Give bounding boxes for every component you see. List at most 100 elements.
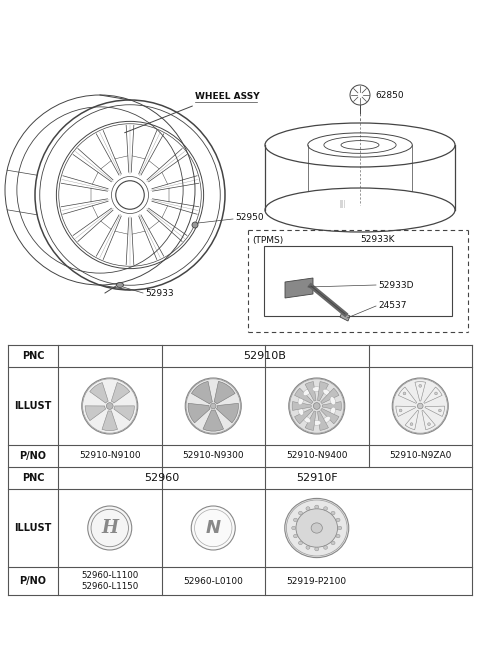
Polygon shape <box>295 388 313 403</box>
Polygon shape <box>292 401 311 411</box>
Text: H: H <box>101 519 118 537</box>
Ellipse shape <box>298 407 303 415</box>
Polygon shape <box>216 403 239 423</box>
Polygon shape <box>305 382 316 401</box>
Ellipse shape <box>331 541 335 545</box>
Text: N: N <box>206 519 221 537</box>
Text: 52910-N9300: 52910-N9300 <box>182 451 244 461</box>
Polygon shape <box>422 410 435 430</box>
Text: 52933D: 52933D <box>378 281 413 290</box>
Polygon shape <box>285 278 313 298</box>
Ellipse shape <box>336 518 340 522</box>
Ellipse shape <box>312 387 321 392</box>
Text: IIII: IIII <box>339 200 345 204</box>
Ellipse shape <box>323 417 330 423</box>
Text: 52910-N9400: 52910-N9400 <box>286 451 348 461</box>
Polygon shape <box>111 382 130 403</box>
Text: 24537: 24537 <box>378 302 407 311</box>
Text: ILLUST: ILLUST <box>14 523 52 533</box>
Text: PNC: PNC <box>22 351 44 361</box>
Ellipse shape <box>293 534 298 538</box>
Polygon shape <box>85 406 106 420</box>
Ellipse shape <box>331 511 335 515</box>
Polygon shape <box>102 411 118 430</box>
Ellipse shape <box>311 523 323 533</box>
Circle shape <box>107 403 113 409</box>
Circle shape <box>419 384 421 387</box>
Text: 52910F: 52910F <box>296 473 337 483</box>
Polygon shape <box>90 382 108 403</box>
Circle shape <box>399 409 402 412</box>
Text: WHEEL ASSY: WHEEL ASSY <box>195 92 260 101</box>
Circle shape <box>439 409 441 412</box>
Text: P/NO: P/NO <box>20 576 47 586</box>
Circle shape <box>210 403 216 409</box>
Ellipse shape <box>324 507 327 510</box>
Ellipse shape <box>315 505 319 509</box>
Polygon shape <box>424 387 442 403</box>
Polygon shape <box>398 387 417 403</box>
Text: 52933: 52933 <box>145 288 174 298</box>
Ellipse shape <box>312 420 321 425</box>
Ellipse shape <box>336 534 340 538</box>
Ellipse shape <box>324 546 327 549</box>
Circle shape <box>410 422 413 426</box>
Polygon shape <box>192 381 212 404</box>
Circle shape <box>313 403 320 409</box>
Circle shape <box>185 378 241 434</box>
Polygon shape <box>415 382 426 401</box>
Polygon shape <box>203 410 224 431</box>
Ellipse shape <box>298 397 303 405</box>
Polygon shape <box>295 409 313 424</box>
Ellipse shape <box>299 541 302 545</box>
Polygon shape <box>317 382 328 401</box>
Text: P/NO: P/NO <box>20 451 47 461</box>
Text: IIII: IIII <box>339 204 345 210</box>
Polygon shape <box>188 403 210 423</box>
Polygon shape <box>321 409 339 424</box>
Circle shape <box>392 378 448 434</box>
Ellipse shape <box>296 509 337 547</box>
Circle shape <box>418 403 423 409</box>
Ellipse shape <box>306 507 310 510</box>
Polygon shape <box>305 411 316 430</box>
Ellipse shape <box>117 283 123 288</box>
Text: ILLUST: ILLUST <box>14 401 52 411</box>
Ellipse shape <box>292 526 296 530</box>
Circle shape <box>88 506 132 550</box>
Circle shape <box>191 506 235 550</box>
Circle shape <box>403 392 406 395</box>
Circle shape <box>289 378 345 434</box>
Ellipse shape <box>293 518 298 522</box>
Text: 52960-L1100
52960-L1150: 52960-L1100 52960-L1150 <box>81 570 138 591</box>
Circle shape <box>82 378 138 434</box>
Text: 52950: 52950 <box>235 212 264 221</box>
Text: PNC: PNC <box>22 473 44 483</box>
Polygon shape <box>114 406 134 420</box>
Text: 52960: 52960 <box>144 473 179 483</box>
Text: 52919-P2100: 52919-P2100 <box>287 576 347 585</box>
Circle shape <box>428 422 431 426</box>
Ellipse shape <box>285 499 349 558</box>
Ellipse shape <box>306 546 310 549</box>
Ellipse shape <box>192 222 198 228</box>
Ellipse shape <box>330 397 336 405</box>
Text: 62850: 62850 <box>375 91 404 99</box>
Polygon shape <box>396 406 416 417</box>
Text: 52910B: 52910B <box>243 351 287 361</box>
Polygon shape <box>340 312 350 321</box>
Ellipse shape <box>330 407 336 415</box>
Circle shape <box>434 392 437 395</box>
Text: 52910-N9ZA0: 52910-N9ZA0 <box>389 451 451 461</box>
Ellipse shape <box>315 547 319 551</box>
Ellipse shape <box>299 511 302 515</box>
Ellipse shape <box>323 389 330 396</box>
Text: 52910-N9100: 52910-N9100 <box>79 451 141 461</box>
Text: (TPMS): (TPMS) <box>252 235 283 244</box>
Ellipse shape <box>338 526 342 530</box>
Ellipse shape <box>303 389 311 396</box>
Polygon shape <box>322 401 341 411</box>
Polygon shape <box>317 411 328 430</box>
Polygon shape <box>405 410 419 430</box>
Polygon shape <box>214 381 235 404</box>
